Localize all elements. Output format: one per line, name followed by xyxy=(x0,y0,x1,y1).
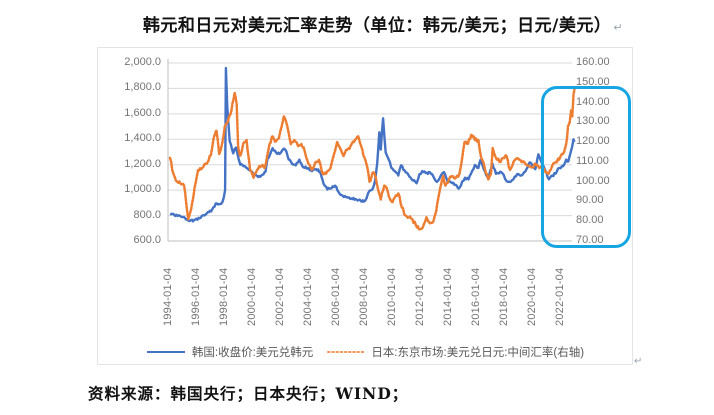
y-right-tick-label: 120.00 xyxy=(576,135,610,148)
x-tick-label: 2006-01-04 xyxy=(330,267,342,326)
source-note: 资料来源：韩国央行；日本央行；WIND； xyxy=(88,384,409,403)
krw-line-swatch-icon xyxy=(146,351,185,353)
y-right-tick-label: 160.00 xyxy=(576,56,610,68)
y-left-tick-label: 600.0 xyxy=(133,234,161,246)
y-left-tick-label: 2,000.0 xyxy=(124,56,161,68)
x-tick-label: 2012-01-04 xyxy=(414,267,426,326)
y-right-tick-label: 130.00 xyxy=(576,115,610,128)
y-right-tick-label: 70.00 xyxy=(576,234,604,246)
y-right-tick-label: 150.00 xyxy=(576,75,610,88)
y-left-tick-label: 1,800.0 xyxy=(124,81,161,94)
x-tick-label: 2022-01-04 xyxy=(554,267,566,326)
x-tick-label: 2018-01-04 xyxy=(498,267,510,326)
x-tick-label: 1994-01-04 xyxy=(162,267,174,326)
frame-return-mark-icon: ↵ xyxy=(634,356,643,367)
legend-label-jpy: 日本:东京市场:美元兑日元:中间汇率(右轴) xyxy=(371,347,585,359)
return-mark-icon: ↵ xyxy=(613,21,624,34)
x-tick-label: 2008-01-04 xyxy=(358,267,370,326)
legend-label-krw: 韩国:收盘价:美元兑韩元 xyxy=(191,347,314,359)
x-tick-label: 1996-01-04 xyxy=(190,267,202,326)
y-right-tick-label: 140.00 xyxy=(576,95,610,108)
legend-item-jpy: 日本:东京市场:美元兑日元:中间汇率(右轴) xyxy=(327,344,584,360)
y-right-tick-label: 100.00 xyxy=(576,174,610,187)
y-right-tick-label: 110.00 xyxy=(576,154,609,167)
y-left-tick-label: 1,600.0 xyxy=(124,106,161,119)
chart-legend: 韩国:收盘价:美元兑韩元 日本:东京市场:美元兑日元:中间汇率(右轴) xyxy=(97,344,633,360)
highlight-annotation-box[interactable] xyxy=(541,86,631,248)
x-tick-label: 2016-01-04 xyxy=(470,267,482,326)
y-left-tick-label: 1,400.0 xyxy=(124,132,161,145)
x-tick-label: 2000-01-04 xyxy=(246,267,258,326)
page-title: 韩元和日元对美元汇率走势（单位：韩元/美元；日元/美元） ↵ xyxy=(0,11,714,36)
x-tick-label: 2002-01-04 xyxy=(274,267,286,326)
x-tick-label: 2020-01-04 xyxy=(526,267,538,326)
y-left-tick-label: 1,200.0 xyxy=(124,157,161,170)
y-left-tick-label: 800.0 xyxy=(133,208,161,221)
x-tick-label: 2014-01-04 xyxy=(442,267,454,326)
y-right-tick-label: 90.00 xyxy=(576,194,604,207)
page-title-text: 韩元和日元对美元汇率走势（单位：韩元/美元；日元/美元） xyxy=(142,16,612,36)
x-tick-label: 1998-01-04 xyxy=(218,267,230,326)
x-tick-label: 2010-01-04 xyxy=(386,267,398,326)
y-right-tick-label: 80.00 xyxy=(576,214,604,227)
jpy-dotted-swatch-icon xyxy=(327,351,366,353)
legend-item-krw: 韩国:收盘价:美元兑韩元 xyxy=(146,344,313,360)
y-left-tick-label: 1,000.0 xyxy=(124,183,161,196)
x-tick-label: 2004-01-04 xyxy=(302,267,314,326)
